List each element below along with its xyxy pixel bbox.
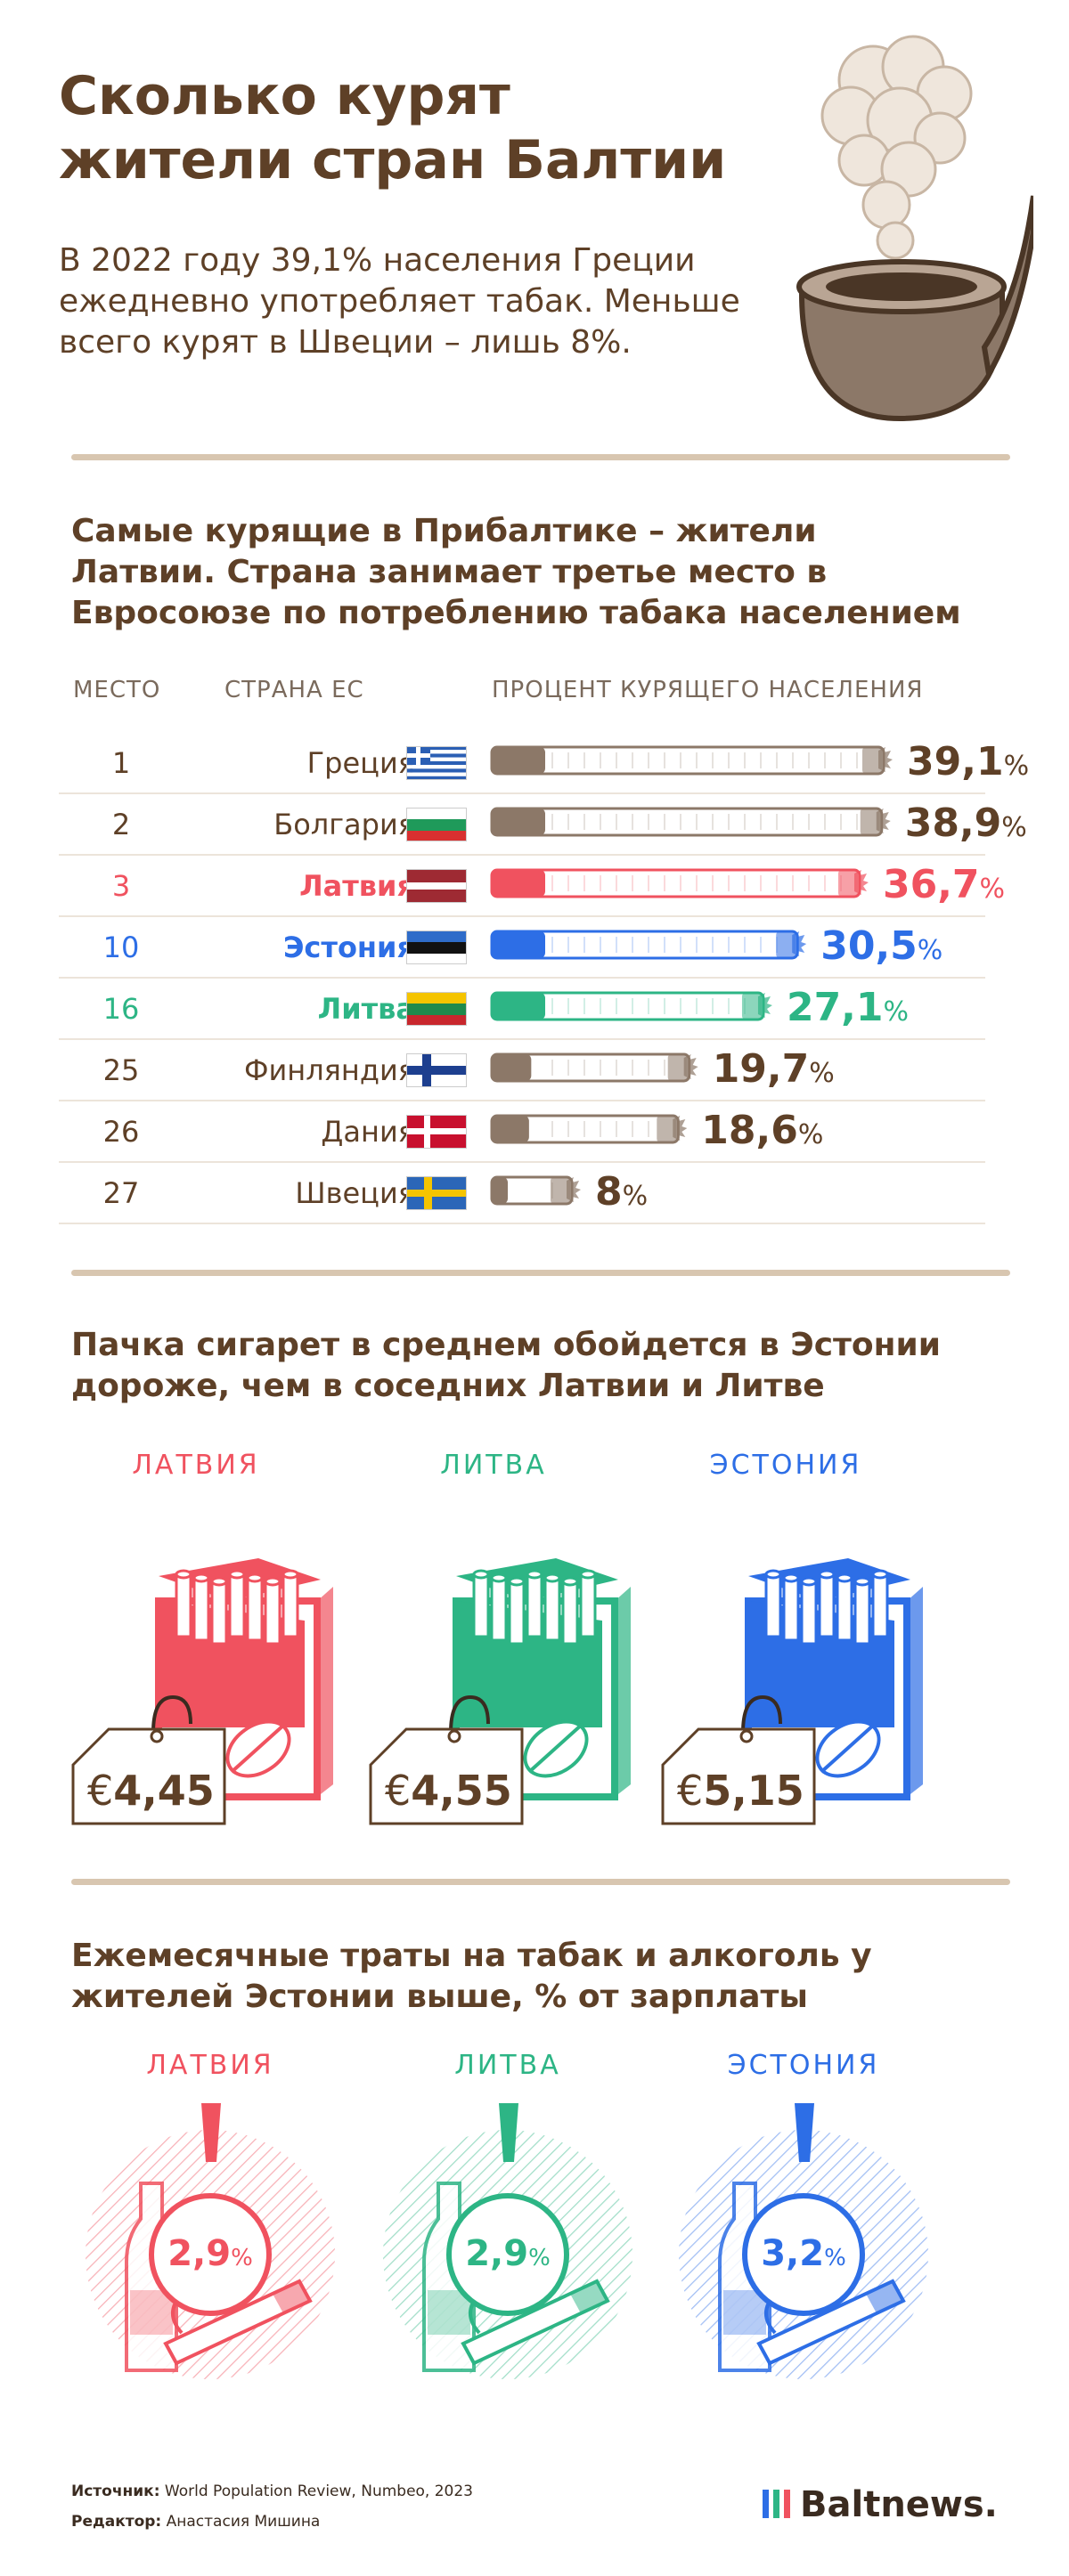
country-label: Финляндия bbox=[243, 1053, 415, 1087]
pipe-illustration bbox=[796, 35, 1033, 422]
cigarette-pack-icon bbox=[155, 1558, 333, 1800]
section1-title: Самые курящие в Прибалтике – жители Латв… bbox=[71, 513, 961, 631]
percent-value: 39,1% bbox=[907, 739, 1030, 784]
estonia-flag-icon bbox=[406, 930, 467, 968]
rank-label: 25 bbox=[102, 1053, 140, 1087]
pipe-body bbox=[796, 195, 1033, 422]
country-label: Эстония bbox=[282, 930, 415, 964]
percent-value: 2,9% bbox=[167, 2233, 253, 2274]
percent-value: 38,9% bbox=[904, 800, 1027, 846]
section3-title: Ежемесячные траты на табак и алкоголь у … bbox=[71, 1938, 872, 2015]
price-tag-icon bbox=[369, 1694, 524, 1825]
cigarette-bar bbox=[490, 868, 869, 898]
editor-line: Редактор: Анастасия Мишина bbox=[71, 2513, 321, 2531]
source-line: Источник: World Population Review, Numbe… bbox=[71, 2483, 473, 2500]
denmark-flag-icon bbox=[406, 1115, 467, 1152]
smoke-cloud bbox=[820, 35, 973, 260]
section2-title: Пачка сигарет в среднем обойдется в Эсто… bbox=[71, 1327, 941, 1404]
percent-value: 27,1% bbox=[786, 985, 910, 1030]
greece-flag-icon bbox=[406, 746, 467, 784]
cigarette-bar bbox=[490, 1114, 688, 1144]
divider-1 bbox=[71, 454, 1010, 460]
cigarette-bar bbox=[490, 745, 893, 776]
rank-label: 1 bbox=[111, 746, 131, 780]
cigarette-bar bbox=[490, 1052, 698, 1083]
percent-value: 18,6% bbox=[701, 1108, 824, 1153]
percent-value: 36,7% bbox=[882, 862, 1006, 907]
column-header-country: СТРАНА ЕС bbox=[224, 677, 364, 703]
bulgaria-flag-icon bbox=[406, 808, 467, 845]
lithuania-flag-icon bbox=[406, 992, 467, 1029]
table-row: 27 Швеция 8% bbox=[59, 1162, 985, 1224]
column-header-rank: МЕСТО bbox=[73, 677, 161, 703]
cigarette-bar bbox=[490, 1175, 582, 1206]
country-label: Латвия bbox=[299, 869, 415, 903]
latvia-flag-icon bbox=[406, 869, 467, 906]
percent-value: 2,9% bbox=[465, 2233, 551, 2274]
country-label: ЭСТОНИЯ bbox=[709, 1450, 862, 1481]
price-value: €4,55 bbox=[385, 1767, 512, 1815]
country-label: Литва bbox=[317, 992, 415, 1026]
table-row: 25 Финляндия 19,7% bbox=[59, 1039, 985, 1101]
spending-circle-icon bbox=[383, 2103, 632, 2379]
price-tag-icon bbox=[71, 1694, 226, 1825]
country-label: ЛАТВИЯ bbox=[132, 1450, 260, 1481]
percent-value: 8% bbox=[595, 1169, 649, 1215]
country-label: ЛИТВА bbox=[454, 2050, 561, 2081]
price-value: €4,45 bbox=[87, 1767, 215, 1815]
country-label: Дания bbox=[321, 1115, 415, 1149]
finland-flag-icon bbox=[406, 1053, 467, 1091]
country-label: Греция bbox=[306, 746, 415, 780]
country-label: ЛАТВИЯ bbox=[146, 2050, 274, 2081]
table-row: 10 Эстония 30,5% bbox=[59, 916, 985, 979]
country-label: Болгария bbox=[273, 808, 415, 841]
table-row: 2 Болгария 38,9% bbox=[59, 793, 1027, 856]
spending-circle-icon bbox=[679, 2103, 928, 2379]
logo-bars-icon bbox=[763, 2488, 800, 2529]
rank-label: 2 bbox=[111, 808, 131, 841]
percent-value: 3,2% bbox=[761, 2233, 846, 2274]
column-header-percent: ПРОЦЕНТ КУРЯЩЕГО НАСЕЛЕНИЯ bbox=[492, 677, 924, 703]
price-tag-icon bbox=[661, 1694, 816, 1825]
table-row: 3 Латвия 36,7% bbox=[59, 855, 1005, 917]
sweden-flag-icon bbox=[406, 1176, 467, 1214]
country-label: Швеция bbox=[295, 1176, 415, 1210]
price-value: €5,15 bbox=[677, 1767, 804, 1815]
cigarette-bar bbox=[490, 991, 772, 1021]
percent-value: 30,5% bbox=[820, 923, 943, 969]
table-row: 26 Дания 18,6% bbox=[59, 1101, 985, 1163]
page-title: Сколько курят жители стран Балтии bbox=[59, 65, 727, 191]
rank-label: 10 bbox=[102, 930, 140, 964]
rank-label: 3 bbox=[111, 869, 131, 903]
table-row: 16 Литва 27,1% bbox=[59, 978, 985, 1040]
percent-value: 19,7% bbox=[712, 1046, 835, 1092]
lead-text: В 2022 году 39,1% населения Греции ежедн… bbox=[59, 242, 740, 361]
rank-label: 16 bbox=[102, 992, 140, 1026]
country-label: ЭСТОНИЯ bbox=[727, 2050, 880, 2081]
country-label: ЛИТВА bbox=[440, 1450, 547, 1481]
divider-3 bbox=[71, 1879, 1010, 1885]
rank-label: 26 bbox=[102, 1115, 140, 1149]
cigarette-bar bbox=[490, 930, 807, 960]
divider-2 bbox=[71, 1270, 1010, 1276]
cigarette-bar bbox=[490, 807, 891, 837]
baltnews-logo: Baltnews. bbox=[763, 2484, 998, 2529]
spending-circle-icon bbox=[86, 2103, 335, 2379]
rank-label: 27 bbox=[102, 1176, 140, 1210]
table-row: 1 Греция 39,1% bbox=[59, 732, 1029, 794]
